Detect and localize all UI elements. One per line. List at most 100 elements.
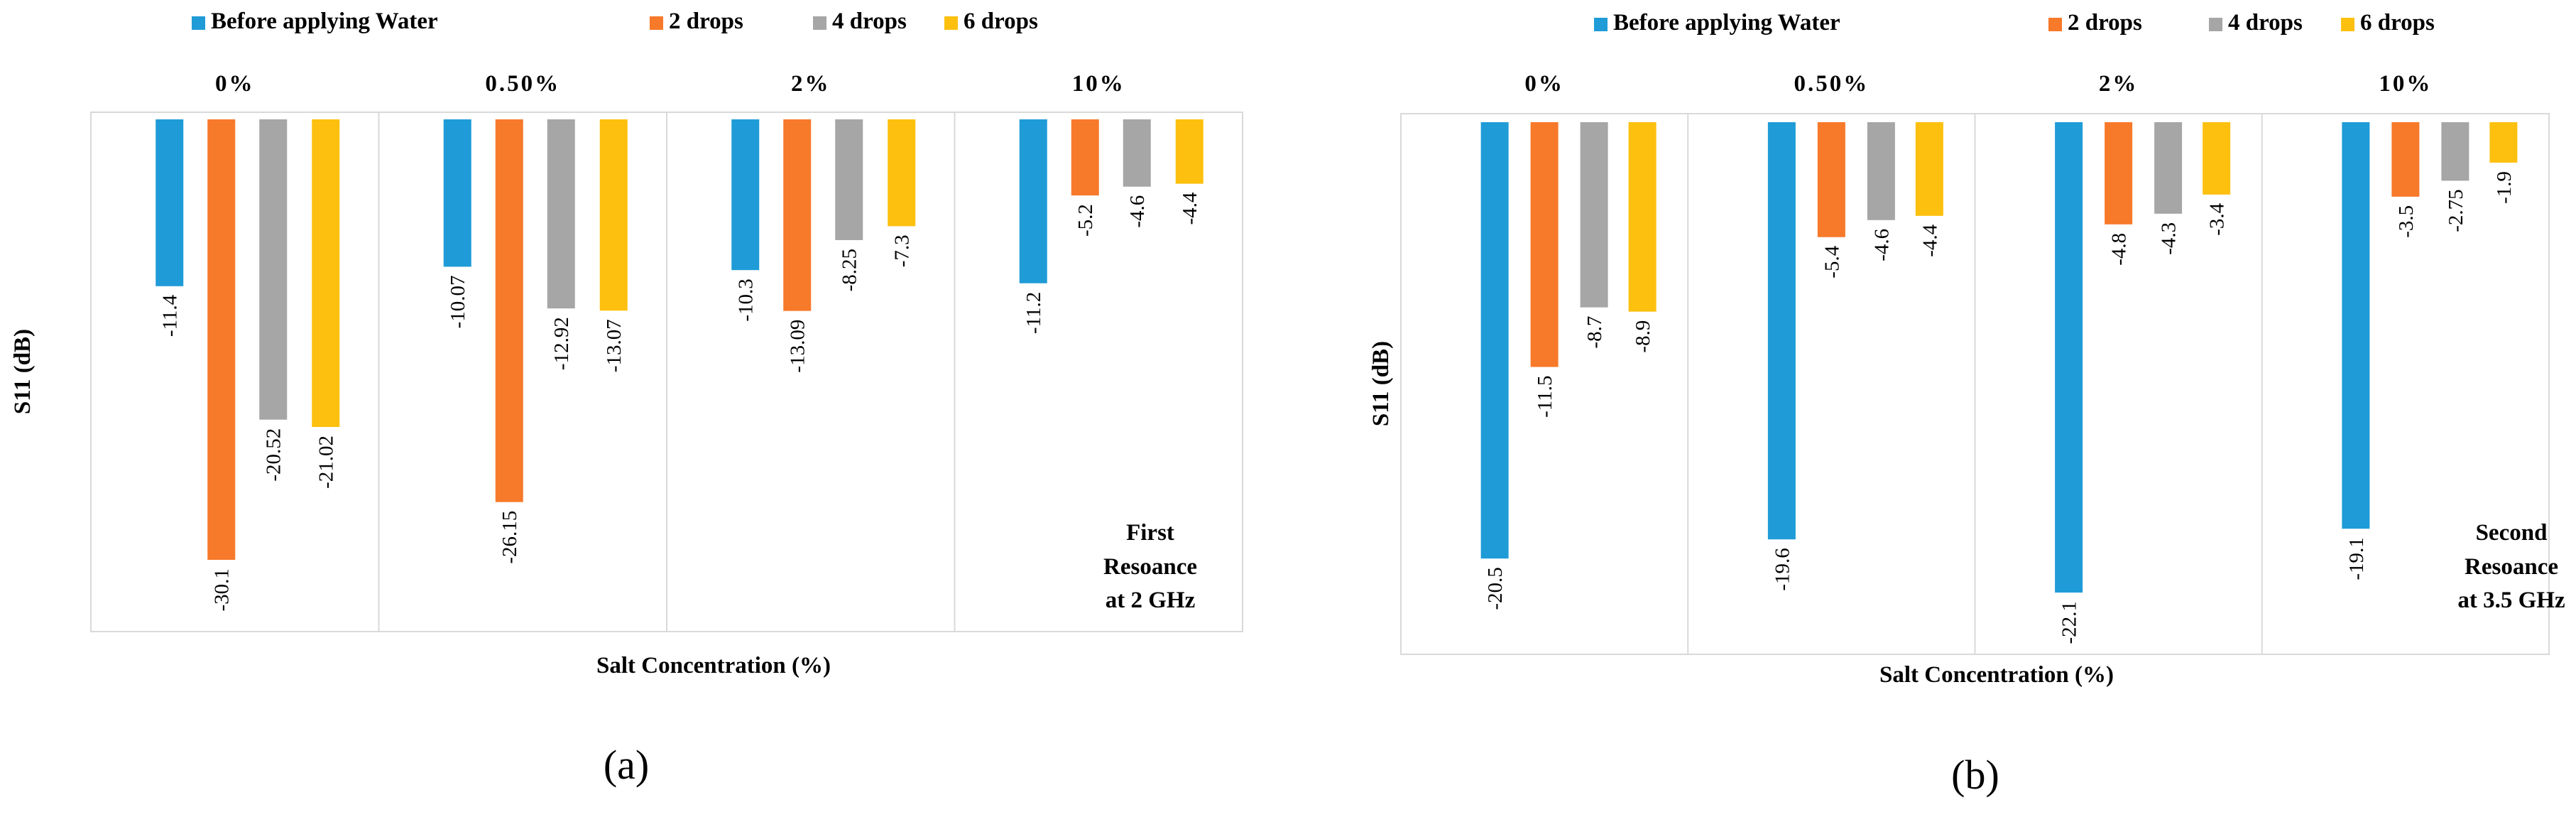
bar [2391, 122, 2420, 197]
data-label: -20.52 [263, 428, 285, 482]
data-label: -8.25 [839, 249, 861, 291]
legend-label: Before applying Water [1613, 10, 1840, 36]
y-axis-title: S11 (dB) [10, 329, 36, 414]
data-label: -20.5 [1484, 567, 1507, 610]
bar [155, 119, 184, 286]
bar [599, 119, 628, 311]
bar [547, 119, 575, 309]
data-label: -22.1 [2058, 601, 2081, 644]
legend-swatch [2209, 18, 2222, 31]
data-label: -4.6 [1126, 195, 1149, 228]
legend-swatch [650, 16, 663, 30]
category-label: 10% [1072, 71, 1125, 97]
resonance-annotation: First [1126, 520, 1174, 546]
bar [783, 119, 812, 311]
bar [1867, 122, 1895, 220]
category-label: 2% [791, 71, 831, 97]
bar [888, 119, 916, 227]
data-label: -13.07 [603, 319, 626, 372]
data-label: -7.3 [891, 234, 914, 267]
resonance-annotation: Second [2476, 520, 2548, 546]
data-label: -5.4 [1821, 245, 1843, 278]
x-axis-title: Salt Concentration (%) [1879, 662, 2114, 688]
legend-label: 2 drops [2068, 10, 2142, 36]
bar [1915, 122, 1943, 216]
category-label: 0.50% [1794, 71, 1870, 97]
category-label: 10% [2379, 71, 2432, 97]
panel-b: Before applying Water 2 drops 4 drops 6 dro… [1368, 10, 2565, 798]
data-label: -10.3 [735, 278, 758, 321]
data-label: -4.8 [2108, 233, 2131, 266]
legend-label: Before applying Water [211, 9, 438, 34]
data-label: -1.9 [2493, 171, 2516, 204]
bar [495, 119, 523, 502]
bar [2055, 122, 2083, 593]
category-label: 2% [2099, 71, 2139, 97]
data-label: -19.1 [2345, 537, 2368, 580]
bar [443, 119, 471, 267]
legend-swatch [944, 16, 958, 30]
data-label: -4.3 [2158, 222, 2181, 255]
data-label: -26.15 [498, 511, 521, 564]
category-label: 0% [1524, 71, 1564, 97]
bar [1480, 122, 1509, 559]
data-label: -12.92 [550, 317, 573, 370]
data-label: -13.09 [787, 320, 809, 373]
panel-a: Before applying Water 2 drops 4 drops 6 dro… [10, 9, 1243, 788]
data-label: -3.4 [2206, 202, 2229, 235]
legend-swatch [2048, 18, 2062, 31]
panel-label: (a) [604, 742, 649, 788]
legend-swatch [192, 16, 205, 30]
bar [2105, 122, 2133, 224]
bar [207, 119, 236, 561]
resonance-annotation: Resoance [2465, 554, 2558, 580]
bar [2203, 122, 2231, 195]
resonance-annotation: at 3.5 GHz [2457, 588, 2565, 613]
legend-label: 6 drops [964, 9, 1038, 34]
legend-label: 6 drops [2360, 10, 2435, 36]
bar [1123, 119, 1151, 187]
bar [2441, 122, 2469, 181]
bar [1530, 122, 1559, 367]
data-label: -4.4 [1179, 192, 1201, 224]
data-label: -4.6 [1870, 229, 1893, 261]
category-label: 0% [215, 71, 255, 97]
data-label: -30.1 [211, 568, 234, 611]
data-label: -21.02 [315, 435, 338, 489]
data-label: -5.2 [1074, 204, 1097, 237]
data-label: -11.5 [1534, 376, 1556, 418]
bar [1817, 122, 1845, 237]
bar [1019, 119, 1047, 283]
bar [2489, 122, 2518, 163]
bar [1628, 122, 1657, 312]
data-label: -3.5 [2395, 205, 2418, 238]
bar [259, 119, 288, 420]
category-label: 0.50% [485, 71, 560, 97]
bar [1767, 122, 1796, 540]
bar [2342, 122, 2370, 529]
bar [835, 119, 863, 240]
legend-label: 4 drops [832, 9, 907, 34]
resonance-annotation: Resoance [1103, 554, 1197, 580]
bar [1071, 119, 1099, 196]
resonance-annotation: at 2 GHz [1106, 588, 1195, 613]
data-label: -11.4 [159, 294, 182, 337]
data-label: -4.4 [1919, 224, 1941, 256]
y-axis-title: S11 (dB) [1368, 341, 1394, 426]
data-label: -11.2 [1022, 292, 1045, 334]
bar [312, 119, 340, 428]
data-label: -10.07 [447, 275, 469, 328]
x-axis-title: Salt Concentration (%) [596, 653, 831, 678]
legend-swatch [2341, 18, 2354, 31]
legend-swatch [1594, 18, 1608, 31]
bar [1175, 119, 1204, 184]
data-label: -8.9 [1632, 320, 1654, 353]
legend-label: 4 drops [2228, 10, 2303, 36]
data-label: -19.6 [1771, 548, 1794, 590]
bar [1580, 122, 1608, 308]
data-label: -2.75 [2445, 189, 2467, 232]
bar [2154, 122, 2183, 214]
legend-swatch [813, 16, 826, 30]
legend-label: 2 drops [669, 9, 743, 34]
